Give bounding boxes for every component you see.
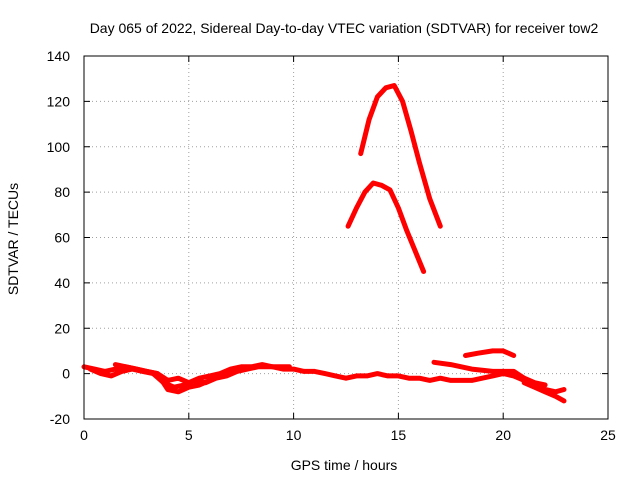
x-tick-label: 5	[185, 427, 193, 443]
grid-lines	[84, 56, 608, 419]
series-line-track-h	[345, 180, 427, 274]
x-tick-label: 15	[391, 427, 407, 443]
y-tick-label: 120	[47, 93, 71, 109]
series-line-track-b	[87, 364, 292, 390]
y-tick-label: 100	[47, 139, 71, 155]
chart-title: Day 065 of 2022, Sidereal Day-to-day VTE…	[90, 20, 599, 36]
y-tick-label: 80	[54, 184, 70, 200]
axis-ticks: 0 5 10 15 20 25 -20 0 20 40 60 80 100 120 140	[47, 48, 616, 443]
y-tick-label: 140	[47, 48, 71, 64]
series-line-track-d	[521, 380, 567, 404]
x-tick-label: 0	[80, 427, 88, 443]
y-tick-label: 20	[54, 320, 70, 336]
series-line-track-g	[358, 83, 443, 229]
y-tick-label: -20	[50, 411, 70, 427]
series-line-track-c	[112, 362, 223, 395]
series-line-track-e	[431, 359, 548, 388]
plot-frame	[83, 55, 609, 420]
y-tick-label: 60	[54, 230, 70, 246]
y-tick-label: 40	[54, 275, 70, 291]
y-axis-label: SDTVAR / TECUs	[5, 183, 21, 295]
series-line-track-a	[81, 362, 567, 395]
x-tick-label: 20	[495, 427, 511, 443]
series-line-track-f	[463, 348, 517, 358]
y-tick-label: 0	[62, 366, 70, 382]
x-tick-label: 25	[600, 427, 616, 443]
x-axis-label: GPS time / hours	[291, 457, 398, 473]
x-tick-label: 10	[286, 427, 302, 443]
data-series	[81, 83, 567, 404]
